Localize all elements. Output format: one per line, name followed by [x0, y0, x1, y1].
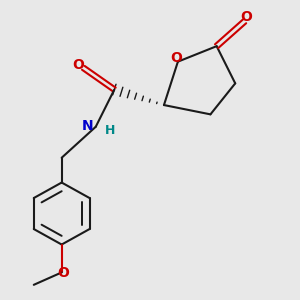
- Text: N: N: [82, 119, 94, 133]
- Text: O: O: [72, 58, 84, 72]
- Text: O: O: [170, 51, 182, 65]
- Text: O: O: [240, 10, 252, 24]
- Text: O: O: [57, 266, 69, 280]
- Text: H: H: [104, 124, 115, 137]
